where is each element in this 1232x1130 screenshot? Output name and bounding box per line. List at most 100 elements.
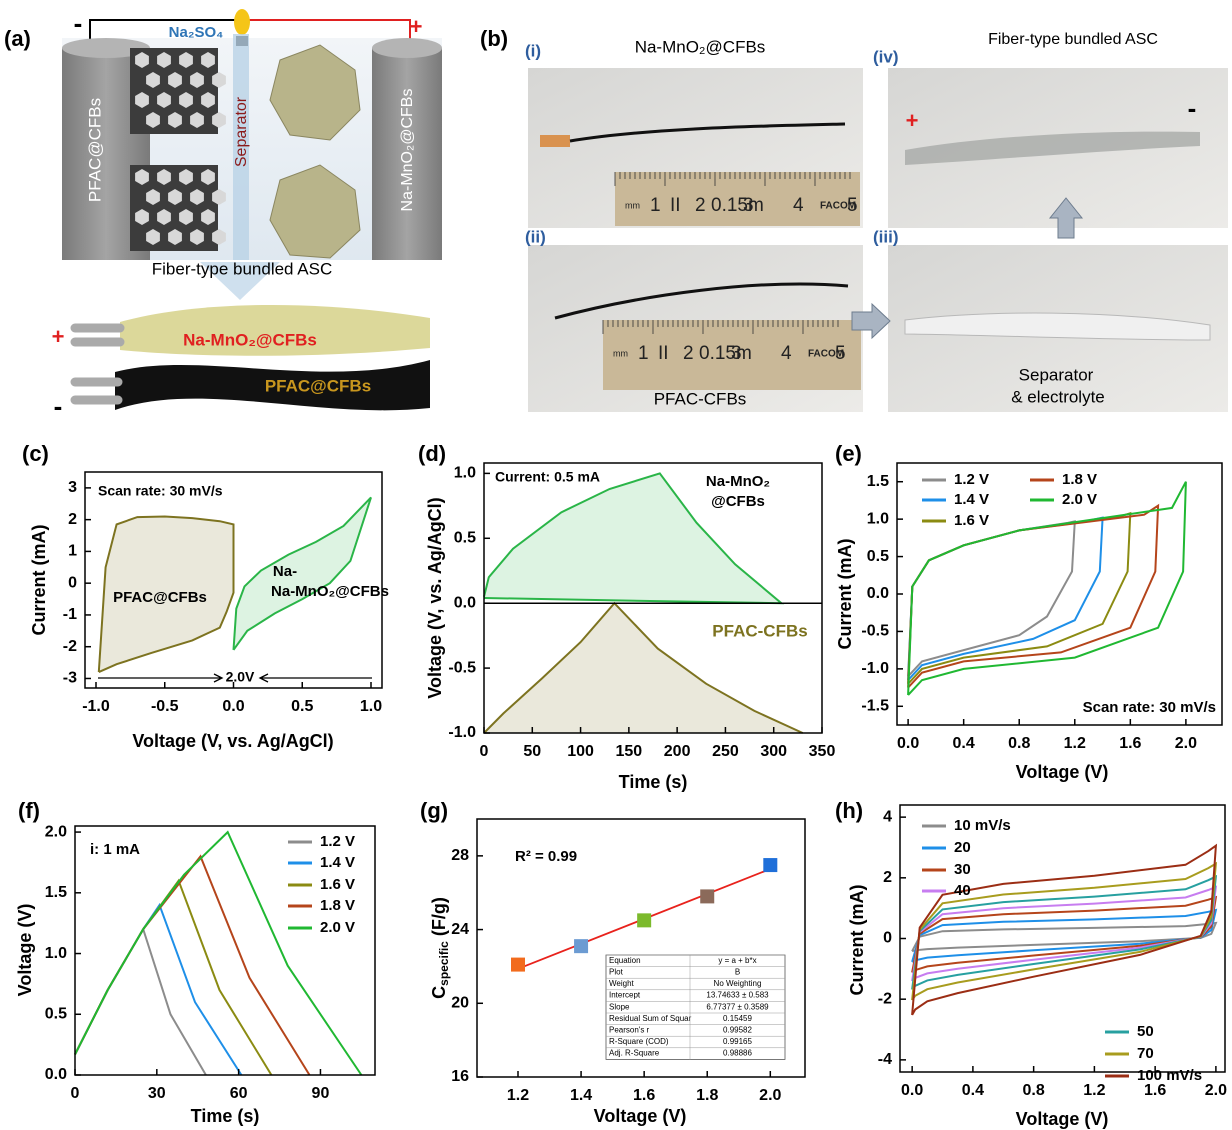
- y-tick-label: -2: [63, 638, 77, 655]
- pore: [146, 112, 160, 128]
- legend-label: 50: [1137, 1023, 1154, 1040]
- x-axis-label: Voltage (V): [594, 1106, 687, 1126]
- x-tick-label: 30: [148, 1085, 166, 1102]
- y-axis-label-part: C: [429, 986, 449, 999]
- x-tick-label: 250: [712, 743, 739, 760]
- ruler-text: 2: [683, 343, 694, 364]
- y-tick-label: -2: [878, 990, 892, 1007]
- clip: [540, 135, 570, 147]
- ruler-text: 5: [847, 195, 858, 216]
- bulb: [234, 9, 250, 35]
- fiber: [569, 122, 846, 143]
- caption: Fiber-type bundled ASC: [152, 259, 333, 278]
- x-tick-label: -0.5: [151, 698, 179, 715]
- pore: [168, 112, 182, 128]
- annotation: Na-MnO₂@CFBs: [271, 583, 389, 600]
- ruler-text: mm: [613, 348, 628, 358]
- series-line: [911, 843, 1218, 1016]
- ruler-text: 2: [695, 195, 706, 216]
- legend-label: 1.8 V: [320, 897, 355, 914]
- legend-label: 20: [954, 839, 971, 856]
- x-tick-label: 1.6: [1119, 735, 1141, 752]
- x-axis-label: Time (s): [191, 1106, 260, 1126]
- fiber-negative: [115, 360, 430, 411]
- y-tick-label: 1: [68, 543, 77, 560]
- x-tick-label: 1.2: [507, 1087, 529, 1104]
- legend-label: 1.6 V: [320, 876, 355, 893]
- y-tick-label: 1.0: [867, 510, 889, 527]
- y-tick-label: 0.0: [45, 1066, 67, 1083]
- point: [700, 889, 715, 904]
- ruler-text: mm: [625, 200, 640, 210]
- annotation: @CFBs: [711, 493, 765, 510]
- pore: [157, 209, 171, 225]
- point: [511, 957, 525, 972]
- plot-frame: [74, 825, 376, 1076]
- pore: [179, 209, 193, 225]
- series-line: [911, 921, 1218, 953]
- panel-label: (h): [835, 798, 863, 823]
- pore: [135, 92, 149, 108]
- table-cell: Weight: [609, 979, 635, 988]
- ruler-text: 4: [781, 343, 792, 364]
- separator-label: Separator: [233, 96, 250, 167]
- fiber-label: Na-MnO₂@CFBs: [183, 330, 317, 349]
- y-axis-label: Voltage (V, vs. Ag/AgCl): [425, 497, 445, 698]
- annotation: R² = 0.99: [515, 848, 577, 865]
- series-line: [232, 496, 372, 651]
- y-tick-label: 2: [883, 869, 892, 886]
- x-tick-label: 60: [230, 1085, 248, 1102]
- electrode-top: [372, 38, 442, 58]
- fiber-device: [905, 131, 1200, 165]
- series-line: [911, 908, 1218, 963]
- pore: [190, 189, 204, 205]
- pore: [212, 112, 226, 128]
- pore: [212, 189, 226, 205]
- table-cell: 0.99165: [723, 1037, 752, 1046]
- table-cell: y = a + b*x: [718, 956, 756, 965]
- table-cell: Equation: [609, 956, 641, 965]
- y-tick-label: 0.5: [867, 548, 889, 565]
- x-tick-label: 0.8: [1008, 735, 1030, 752]
- x-axis-label: Time (s): [619, 772, 688, 792]
- point: [637, 913, 652, 928]
- y-tick-label: 0.0: [454, 594, 476, 611]
- x-tick-label: 1.8: [696, 1087, 718, 1104]
- legend-label: 100 mV/s: [1137, 1067, 1202, 1084]
- panel-label: (d): [418, 441, 446, 466]
- x-tick-label: 0.4: [953, 735, 975, 752]
- table-cell: B: [735, 968, 740, 977]
- arrow: [98, 673, 224, 683]
- legend-label: 1.4 V: [954, 491, 989, 508]
- x-tick-label: 200: [664, 743, 691, 760]
- fiber: [554, 282, 849, 320]
- y-tick-label: -1.0: [861, 660, 889, 677]
- y-tick-label: -1: [63, 606, 77, 623]
- photo-caption: & electrolyte: [1011, 387, 1105, 406]
- ruler: [603, 320, 861, 390]
- table-cell: Slope: [609, 1002, 630, 1011]
- x-tick-label: 0: [480, 743, 489, 760]
- pore: [146, 72, 160, 88]
- x-axis-label: Voltage (V, vs. Ag/AgCl): [132, 731, 333, 751]
- y-tick-label: -0.5: [448, 659, 476, 676]
- panel-b: (b) (i) Na-MnO₂@CFBs (iv) Fiber-type bun…: [480, 26, 1228, 412]
- ruler-text: II: [658, 343, 669, 364]
- x-tick-label: 1.2: [1064, 735, 1086, 752]
- pore: [190, 229, 204, 245]
- ruler-text: 5: [835, 343, 846, 364]
- annotation: Scan rate: 30 mV/s: [1083, 699, 1216, 716]
- table-cell: 0.99582: [723, 1026, 752, 1035]
- photo-title: Fiber-type bundled ASC: [988, 31, 1158, 48]
- ruler-text: II: [670, 195, 681, 216]
- ruler-text: 4: [793, 195, 804, 216]
- legend-label: 1.4 V: [320, 854, 355, 871]
- panel-label: (c): [22, 441, 49, 466]
- pore: [190, 112, 204, 128]
- y-tick-label: 0.0: [867, 585, 889, 602]
- panel-label: (b): [480, 26, 508, 51]
- table-cell: No Weighting: [714, 979, 762, 988]
